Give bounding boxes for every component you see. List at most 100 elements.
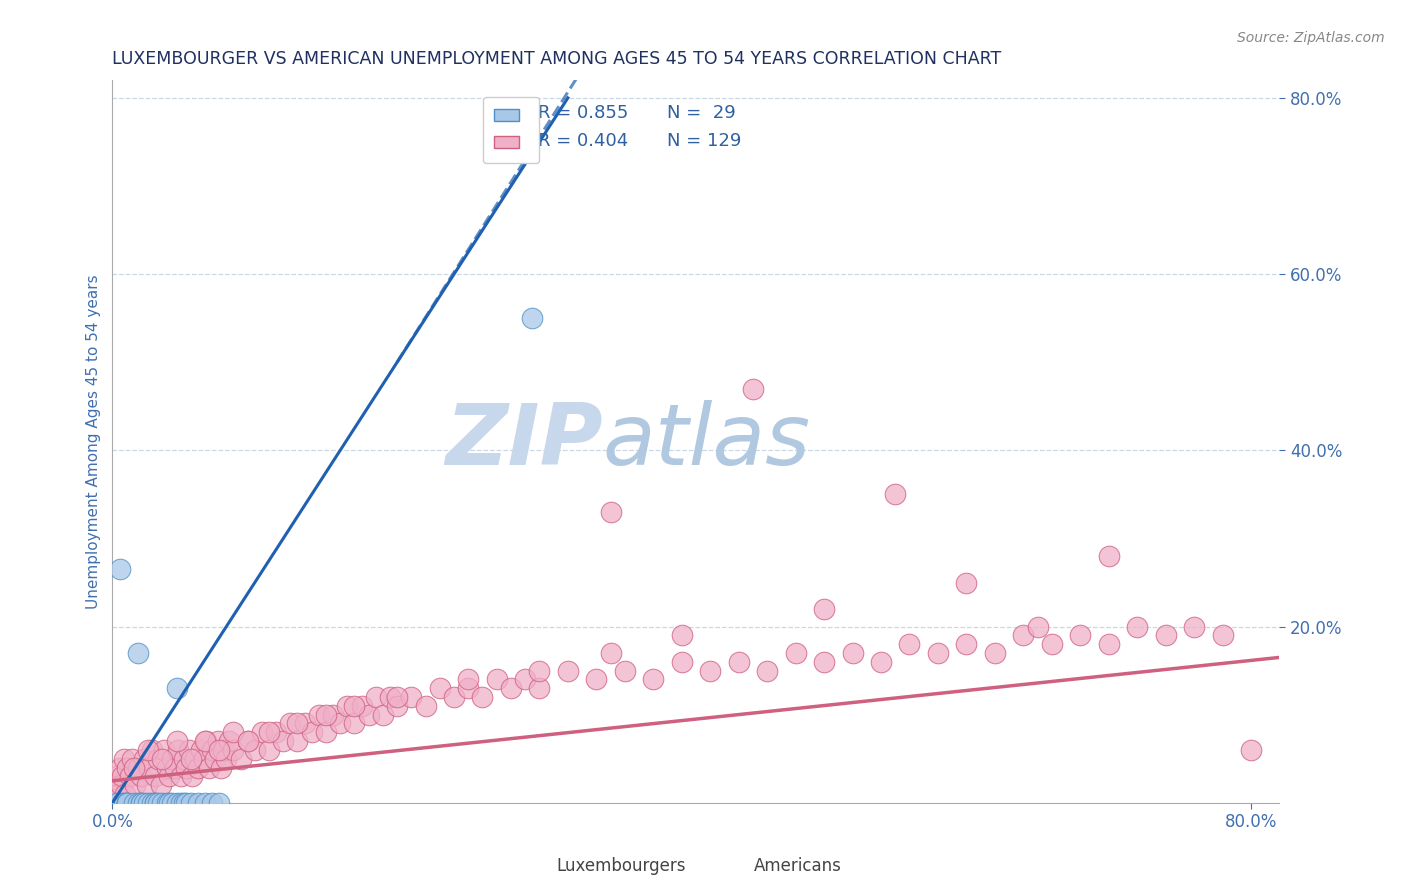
Point	[114, 787, 136, 801]
Point	[271, 734, 294, 748]
Text: Luxembourgers: Luxembourgers	[555, 857, 686, 875]
Point	[208, 743, 231, 757]
Point	[741, 382, 763, 396]
Point	[264, 725, 287, 739]
Point	[529, 664, 551, 678]
FancyBboxPatch shape	[725, 847, 747, 868]
Point	[180, 796, 202, 810]
Point	[184, 752, 207, 766]
Text: Source: ZipAtlas.com: Source: ZipAtlas.com	[1237, 31, 1385, 45]
Point	[112, 752, 135, 766]
Point	[141, 796, 163, 810]
Point	[457, 673, 479, 687]
Point	[499, 681, 522, 696]
Point	[599, 505, 621, 519]
Point	[115, 796, 138, 810]
Point	[301, 725, 323, 739]
Point	[111, 796, 134, 810]
Point	[257, 743, 280, 757]
Point	[138, 760, 160, 774]
Point	[129, 796, 152, 810]
Point	[727, 655, 749, 669]
Point	[785, 646, 807, 660]
Point	[257, 725, 280, 739]
Point	[643, 673, 665, 687]
Point	[243, 743, 266, 757]
Point	[471, 690, 494, 704]
Point	[315, 725, 337, 739]
Point	[166, 734, 188, 748]
Point	[105, 769, 128, 783]
Point	[115, 796, 138, 810]
Y-axis label: Unemployment Among Ages 45 to 54 years: Unemployment Among Ages 45 to 54 years	[86, 274, 101, 609]
Text: N = 129: N = 129	[666, 132, 741, 150]
Point	[671, 628, 693, 642]
Point	[124, 778, 146, 792]
Point	[127, 796, 149, 810]
Point	[364, 690, 387, 704]
Point	[870, 655, 893, 669]
Point	[215, 752, 238, 766]
Point	[415, 698, 437, 713]
Point	[343, 716, 366, 731]
Point	[308, 707, 330, 722]
Point	[222, 725, 245, 739]
Point	[162, 752, 184, 766]
Point	[522, 311, 544, 326]
Point	[136, 796, 159, 810]
Point	[167, 743, 190, 757]
Point	[150, 796, 173, 810]
Point	[955, 637, 977, 651]
Point	[162, 796, 184, 810]
Point	[187, 760, 209, 774]
Point	[1012, 628, 1035, 642]
Point	[180, 752, 202, 766]
Point	[141, 743, 163, 757]
Point	[898, 637, 921, 651]
Text: R = 0.404: R = 0.404	[538, 132, 628, 150]
Point	[170, 796, 193, 810]
Point	[143, 769, 166, 783]
Point	[350, 698, 373, 713]
Point	[1098, 549, 1121, 563]
Point	[112, 796, 135, 810]
Point	[1212, 628, 1234, 642]
Point	[955, 575, 977, 590]
Point	[515, 673, 537, 687]
Point	[280, 716, 302, 731]
Point	[1069, 628, 1091, 642]
Point	[105, 796, 128, 810]
Point	[135, 778, 157, 792]
Point	[152, 743, 174, 757]
Point	[166, 681, 188, 696]
Point	[236, 734, 259, 748]
Point	[194, 734, 217, 748]
Point	[198, 760, 221, 774]
Point	[208, 796, 231, 810]
Point	[1182, 619, 1205, 633]
Point	[129, 769, 152, 783]
Point	[756, 664, 779, 678]
Point	[170, 769, 193, 783]
Point	[127, 646, 149, 660]
Point	[385, 698, 408, 713]
Point	[187, 796, 209, 810]
Point	[155, 796, 177, 810]
Point	[599, 646, 621, 660]
Point	[1240, 743, 1263, 757]
Point	[984, 646, 1007, 660]
Point	[108, 562, 131, 576]
Point	[209, 760, 232, 774]
Point	[129, 796, 152, 810]
Point	[132, 752, 155, 766]
Point	[190, 743, 212, 757]
Point	[155, 760, 177, 774]
Point	[136, 743, 159, 757]
Point	[176, 760, 198, 774]
Point	[201, 743, 224, 757]
Point	[557, 664, 579, 678]
Point	[329, 716, 352, 731]
Point	[529, 681, 551, 696]
Point	[122, 760, 145, 774]
Point	[485, 673, 508, 687]
